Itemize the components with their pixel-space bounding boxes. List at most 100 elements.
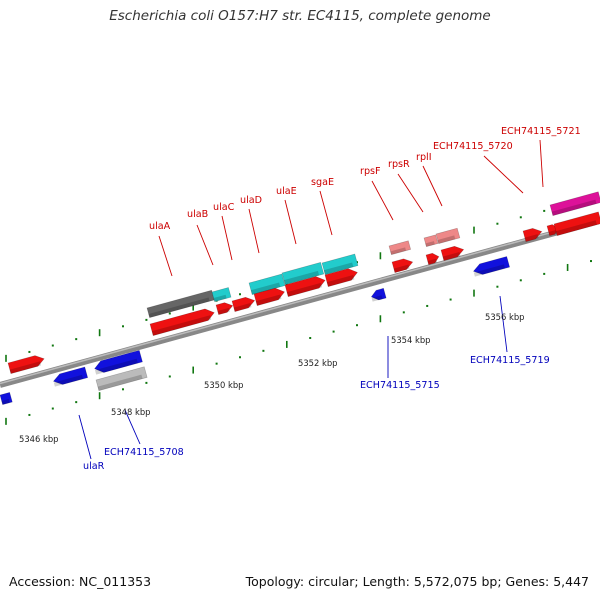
gene-shading (250, 282, 281, 295)
gene-body[interactable] (370, 287, 387, 301)
gene-label-ECH74115_5715: ECH74115_5715 (360, 380, 440, 391)
gene-body[interactable] (215, 301, 234, 316)
gene-arrow-pink[interactable] (388, 240, 412, 256)
gene-label-rpsF: rpsF (360, 166, 381, 177)
gene-arrow-forward[interactable] (391, 257, 414, 273)
gene-body[interactable] (388, 240, 412, 256)
gene-arrow-magenta[interactable] (549, 191, 600, 216)
gene-label-ulaB: ulaB (187, 209, 208, 220)
gene-label-ECH74115_5721: ECH74115_5721 (501, 126, 581, 137)
scale-label: 5348 kbp (111, 407, 150, 417)
gene-shading (437, 235, 456, 244)
gene-arrow-cyan[interactable] (211, 287, 232, 303)
gene-body[interactable] (149, 307, 216, 336)
gene-arrow-forward[interactable] (7, 353, 46, 374)
gene-arrow-pink[interactable] (435, 227, 461, 245)
gene-arrow-cyan[interactable] (248, 273, 286, 295)
gene-shading (151, 315, 212, 336)
gene-arrow-reverse[interactable] (0, 391, 13, 406)
gene-arrow-forward[interactable] (324, 267, 359, 287)
gene-shading (9, 361, 41, 374)
scale-label: 5346 kbp (19, 434, 58, 444)
gene-shading (217, 307, 230, 315)
gene-shading (390, 247, 407, 255)
gene-body[interactable] (423, 234, 439, 248)
gene-arrow-forward[interactable] (215, 301, 234, 316)
gene-body[interactable] (321, 253, 359, 275)
leader-line (158, 235, 173, 277)
gene-body[interactable] (281, 262, 325, 285)
gene-body[interactable] (440, 244, 465, 261)
gene-shading (473, 264, 505, 277)
gene-shading (555, 220, 597, 236)
label-leader-lines (78, 139, 544, 460)
gene-shading (323, 262, 354, 275)
gene-features[interactable] (0, 191, 600, 406)
gene-body[interactable] (324, 267, 359, 287)
gene-arrow-forward[interactable] (440, 244, 465, 261)
gene-label-ECH74115_5719: ECH74115_5719 (470, 355, 550, 366)
gene-arrow-reverse[interactable] (472, 256, 510, 277)
gene-label-ulaD: ulaD (240, 195, 262, 206)
gene-arrow-pink[interactable] (423, 234, 439, 248)
gene-body[interactable] (549, 191, 600, 216)
leader-line (284, 199, 297, 245)
leader-line (248, 208, 260, 254)
accession-text: Accession: NC_011353 (9, 574, 152, 589)
genome-backbone (0, 217, 600, 388)
gene-body[interactable] (95, 366, 148, 391)
gene-body[interactable] (0, 391, 13, 406)
leader-line (397, 173, 424, 213)
gene-arrow-reverse[interactable] (93, 349, 143, 375)
gene-body[interactable] (284, 274, 327, 297)
gene-arrow-cyan[interactable] (281, 262, 325, 285)
leader-line (422, 165, 443, 207)
gene-body[interactable] (522, 226, 543, 242)
gene-arrow-forward[interactable] (231, 295, 256, 312)
gene-shading (548, 230, 557, 236)
gene-body[interactable] (253, 286, 286, 306)
gene-shading (283, 270, 320, 285)
gene-label-ulaC: ulaC (213, 202, 235, 213)
gene-arrow-forward[interactable] (522, 226, 543, 242)
leader-line (539, 139, 544, 188)
gene-body[interactable] (391, 257, 414, 273)
scale-label: 5352 kbp (298, 358, 337, 368)
scale-label: 5356 kbp (485, 312, 524, 322)
gene-shading (442, 252, 461, 261)
gene-body[interactable] (248, 273, 286, 295)
gene-shading (425, 241, 435, 247)
gene-shading (233, 303, 252, 312)
gene-body[interactable] (7, 353, 46, 374)
gene-body[interactable] (553, 211, 600, 236)
gene-label-sgaE: sgaE (311, 177, 334, 188)
gene-arrow-cyan[interactable] (321, 253, 359, 275)
gene-arrow-forward[interactable] (425, 252, 440, 266)
gene-body[interactable] (211, 287, 232, 303)
gene-body[interactable] (52, 366, 89, 387)
gene-shading (97, 374, 143, 391)
gene-shading (524, 234, 539, 242)
gene-arrow-forward[interactable] (553, 211, 600, 236)
scale-label: 5350 kbp (204, 380, 243, 390)
gene-body[interactable] (231, 295, 256, 312)
map-title: Escherichia coli O157:H7 str. EC4115, co… (109, 8, 491, 24)
gene-arrow-light-gray[interactable] (95, 366, 148, 391)
gene-arrow-forward[interactable] (253, 286, 286, 306)
gene-arrow-reverse[interactable] (370, 287, 387, 302)
gene-shading (53, 374, 84, 387)
gene-body[interactable] (472, 256, 510, 276)
gene-arrow-forward[interactable] (149, 307, 216, 336)
gene-label-ulaE: ulaE (276, 186, 297, 197)
gene-body[interactable] (93, 349, 143, 374)
gene-body[interactable] (435, 227, 461, 245)
gene-body[interactable] (425, 252, 440, 266)
gene-arrow-reverse[interactable] (52, 366, 89, 387)
leader-line (371, 180, 394, 221)
gene-shading (393, 264, 410, 273)
gene-arrow-forward[interactable] (284, 274, 327, 297)
leader-line (78, 414, 92, 460)
leader-line (196, 224, 214, 266)
backbone-highlight (0, 218, 600, 385)
